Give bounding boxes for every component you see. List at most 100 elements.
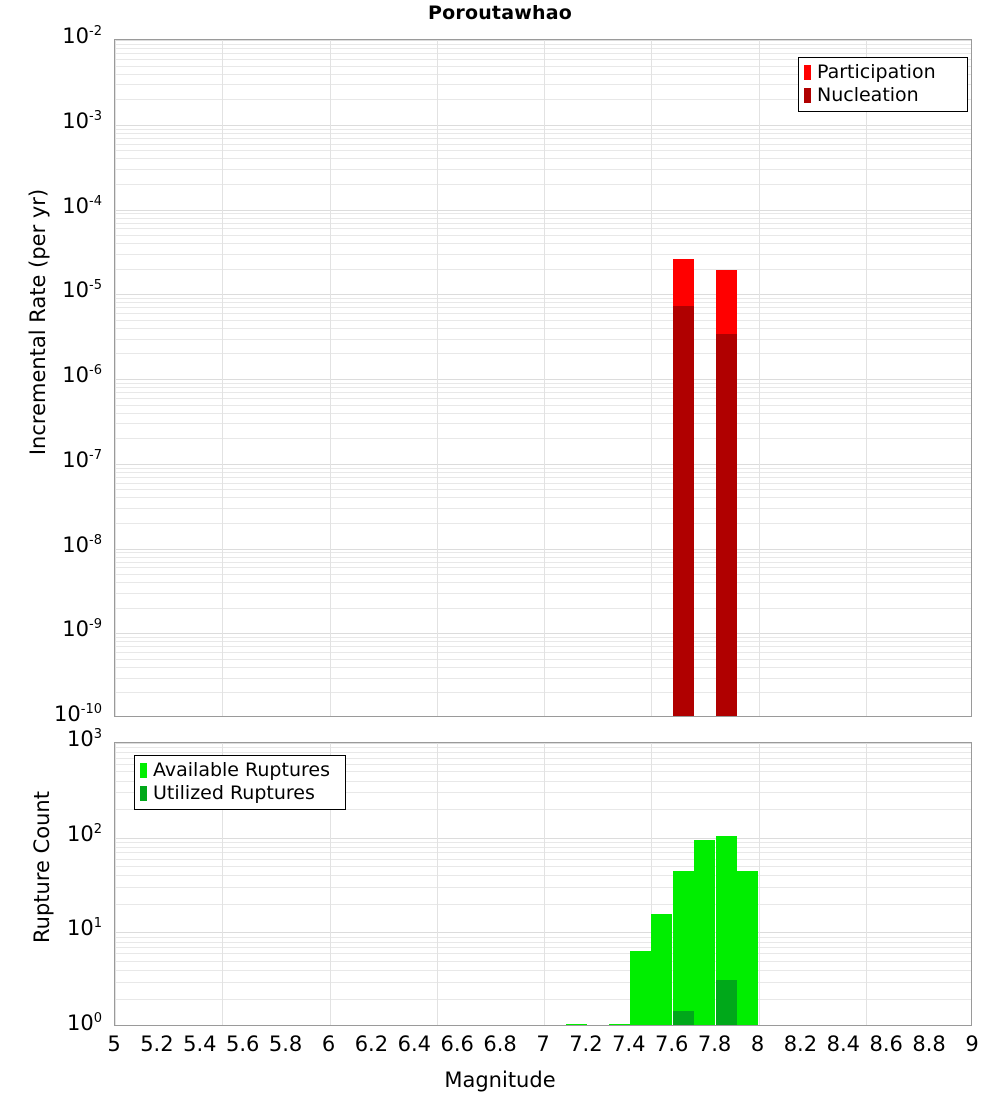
legend-item: Nucleation [804,84,961,107]
gridline-vertical [437,743,438,1025]
gridline [115,53,971,54]
gridline [115,313,971,314]
gridline [115,937,971,938]
bar-utilized-ruptures [716,980,737,1025]
gridline [115,887,971,888]
gridline [115,472,971,473]
y-tick-label: 102 [66,821,102,846]
x-tick-label: 6 [321,1032,336,1056]
gridline [115,84,971,85]
y-tick-label: 10-7 [62,447,102,472]
bar-available-ruptures [651,914,672,1025]
y-tick-label: 10-2 [62,24,102,48]
x-tick-label: 5 [107,1032,121,1056]
legend-swatch-icon [804,65,811,80]
x-tick-label: 6.2 [354,1032,389,1056]
gridline [115,398,971,399]
x-tick-label: 5.4 [183,1032,217,1056]
bar-available-ruptures [630,951,651,1025]
gridline [115,852,971,853]
page-title: Poroutawhao [428,2,572,24]
gridline [115,764,971,765]
gridline [115,842,971,843]
x-tick-label: 5.8 [268,1032,303,1056]
gridline-vertical [330,40,331,716]
gridline [115,875,971,876]
gridline [115,213,971,214]
gridline-vertical [759,743,760,1025]
gridline [115,210,971,211]
x-axis-label: Magnitude [444,1068,556,1092]
gridline-vertical [115,743,116,1025]
gridline [115,477,971,478]
gridline-vertical [544,743,545,1025]
gridline [115,483,971,484]
gridline [115,667,971,668]
gridline [115,646,971,647]
y-tick-label: 10-3 [62,108,102,133]
gridline [115,169,971,170]
gridline [115,961,971,962]
x-tick-label: 8.8 [912,1032,946,1056]
x-tick-label: 9 [965,1032,979,1056]
y-tick-label: 101 [66,916,102,941]
gridline [115,999,971,1000]
x-tick-label: 6.8 [483,1032,517,1056]
gridline [115,809,971,810]
gridline [115,228,971,229]
gridline [115,405,971,406]
gridline [115,904,971,905]
gridline [115,659,971,660]
gridline [115,254,971,255]
x-tick-label: 7.2 [569,1032,603,1056]
x-tick-label: 7.8 [697,1032,732,1056]
gridline [115,692,971,693]
gridline [115,497,971,498]
gridline [115,953,971,954]
gridline [115,970,971,971]
gridline [115,125,971,126]
gridline [115,158,971,159]
bar-available-ruptures [566,1024,587,1025]
gridline [115,678,971,679]
bar-nucleation [716,334,737,716]
gridline [115,562,971,563]
gridline [115,608,971,609]
gridline [115,423,971,424]
gridline [115,838,971,839]
gridline [115,307,971,308]
gridline-vertical [222,743,223,1025]
y-tick-label: 10-9 [62,617,102,642]
legend-label: Participation [817,61,936,83]
y-tick-label: 10-4 [62,193,102,218]
x-tick-label: 7.6 [654,1032,689,1056]
gridline-vertical [437,40,438,716]
gridline [115,549,971,550]
gridline [115,218,971,219]
gridline-vertical [759,40,760,716]
gridline [115,438,971,439]
gridline [115,302,971,303]
gridline [115,129,971,130]
gridline [115,652,971,653]
gridline [115,243,971,244]
x-tick-label: 7 [536,1032,550,1056]
gridline [115,593,971,594]
legend-label: Nucleation [817,84,919,106]
gridline [115,379,971,380]
gridline [115,328,971,329]
bar-nucleation [673,306,694,716]
gridline [115,59,971,60]
gridline [115,752,971,753]
bottom-legend: Available Ruptures Utilized Ruptures [134,755,346,810]
gridline [115,508,971,509]
legend-swatch-icon [804,88,811,103]
gridline [115,235,971,236]
bottom-y-axis-label: Rupture Count [30,791,54,943]
gridline [115,66,971,67]
gridline [115,747,971,748]
gridline [115,792,971,793]
y-tick-label: 10-10 [54,702,102,726]
gridline [115,582,971,583]
legend-item: Participation [804,61,961,84]
